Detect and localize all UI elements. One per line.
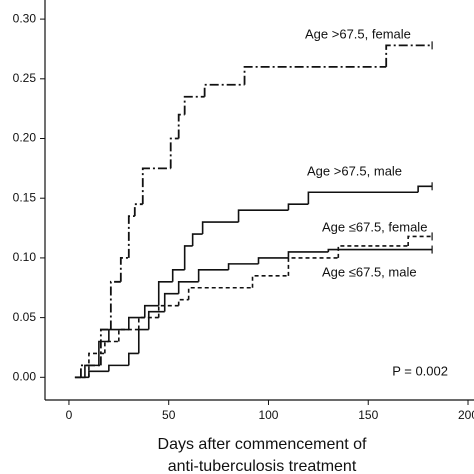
step-segment xyxy=(157,304,179,318)
x-axis-label: anti-tuberculosis treatment xyxy=(168,458,357,474)
step-segment xyxy=(119,257,129,282)
step-segment xyxy=(417,185,433,193)
step-segment xyxy=(137,316,159,330)
step-segment xyxy=(99,328,111,366)
series-label: Age ≤67.5, female xyxy=(322,219,427,234)
p-value: P = 0.002 xyxy=(392,363,448,378)
step-segment xyxy=(251,275,289,288)
step-segment xyxy=(201,221,239,235)
step-segment xyxy=(133,203,143,217)
step-segment xyxy=(137,328,149,354)
step-segment xyxy=(177,113,185,139)
step-segment xyxy=(141,167,171,205)
step-segment xyxy=(243,65,387,85)
step-segment xyxy=(287,203,309,211)
step-segment xyxy=(203,83,245,97)
series-label: Age >67.5, male xyxy=(307,163,402,178)
step-segment xyxy=(407,235,433,246)
x-tick-label: 150 xyxy=(358,408,378,422)
step-segment xyxy=(337,245,409,258)
series-label: Age ≤67.5, male xyxy=(322,264,417,279)
step-segment xyxy=(128,316,145,330)
x-axis-label: Days after commencement of xyxy=(158,436,368,453)
step-segment xyxy=(307,191,419,205)
step-segment xyxy=(227,263,259,270)
step-segment xyxy=(98,340,109,366)
step-segment xyxy=(128,352,139,366)
step-segment xyxy=(88,370,109,378)
x-tick-label: 50 xyxy=(162,408,176,422)
x-tick-label: 100 xyxy=(258,408,278,422)
step-segment xyxy=(157,280,173,306)
y-tick-label: 0.10 xyxy=(13,250,37,264)
step-segment xyxy=(385,44,433,67)
y-tick-label: 0.05 xyxy=(13,310,37,324)
step-segment xyxy=(84,364,99,378)
step-segment xyxy=(104,340,119,354)
y-tick-label: 0.25 xyxy=(13,71,37,85)
step-segment xyxy=(183,95,205,115)
step-segment xyxy=(88,352,105,378)
series-label: Age >67.5, female xyxy=(305,26,411,41)
step-segment xyxy=(127,215,135,258)
step-segment xyxy=(287,251,329,258)
step-segment xyxy=(177,298,189,306)
step-segment xyxy=(257,257,289,264)
y-tick-label: 0.20 xyxy=(13,131,37,145)
step-segment xyxy=(108,364,129,372)
step-segment xyxy=(163,292,179,312)
step-segment xyxy=(191,233,203,246)
step-segment xyxy=(327,248,433,252)
step-segment xyxy=(171,269,185,282)
x-tick-label: 200 xyxy=(458,408,474,422)
y-tick-label: 0.30 xyxy=(13,11,37,25)
y-tick-label: 0.00 xyxy=(13,369,37,383)
y-tick-label: 0.15 xyxy=(13,190,37,204)
step-segment xyxy=(169,137,179,169)
step-segment xyxy=(147,310,165,330)
step-segment xyxy=(237,209,289,223)
step-segment xyxy=(143,304,159,318)
step-segment xyxy=(118,328,139,342)
step-segment xyxy=(183,245,193,270)
step-segment xyxy=(197,269,229,282)
step-segment xyxy=(109,280,121,330)
step-segment xyxy=(177,280,199,294)
x-tick-label: 0 xyxy=(66,408,73,422)
step-segment xyxy=(187,286,253,300)
